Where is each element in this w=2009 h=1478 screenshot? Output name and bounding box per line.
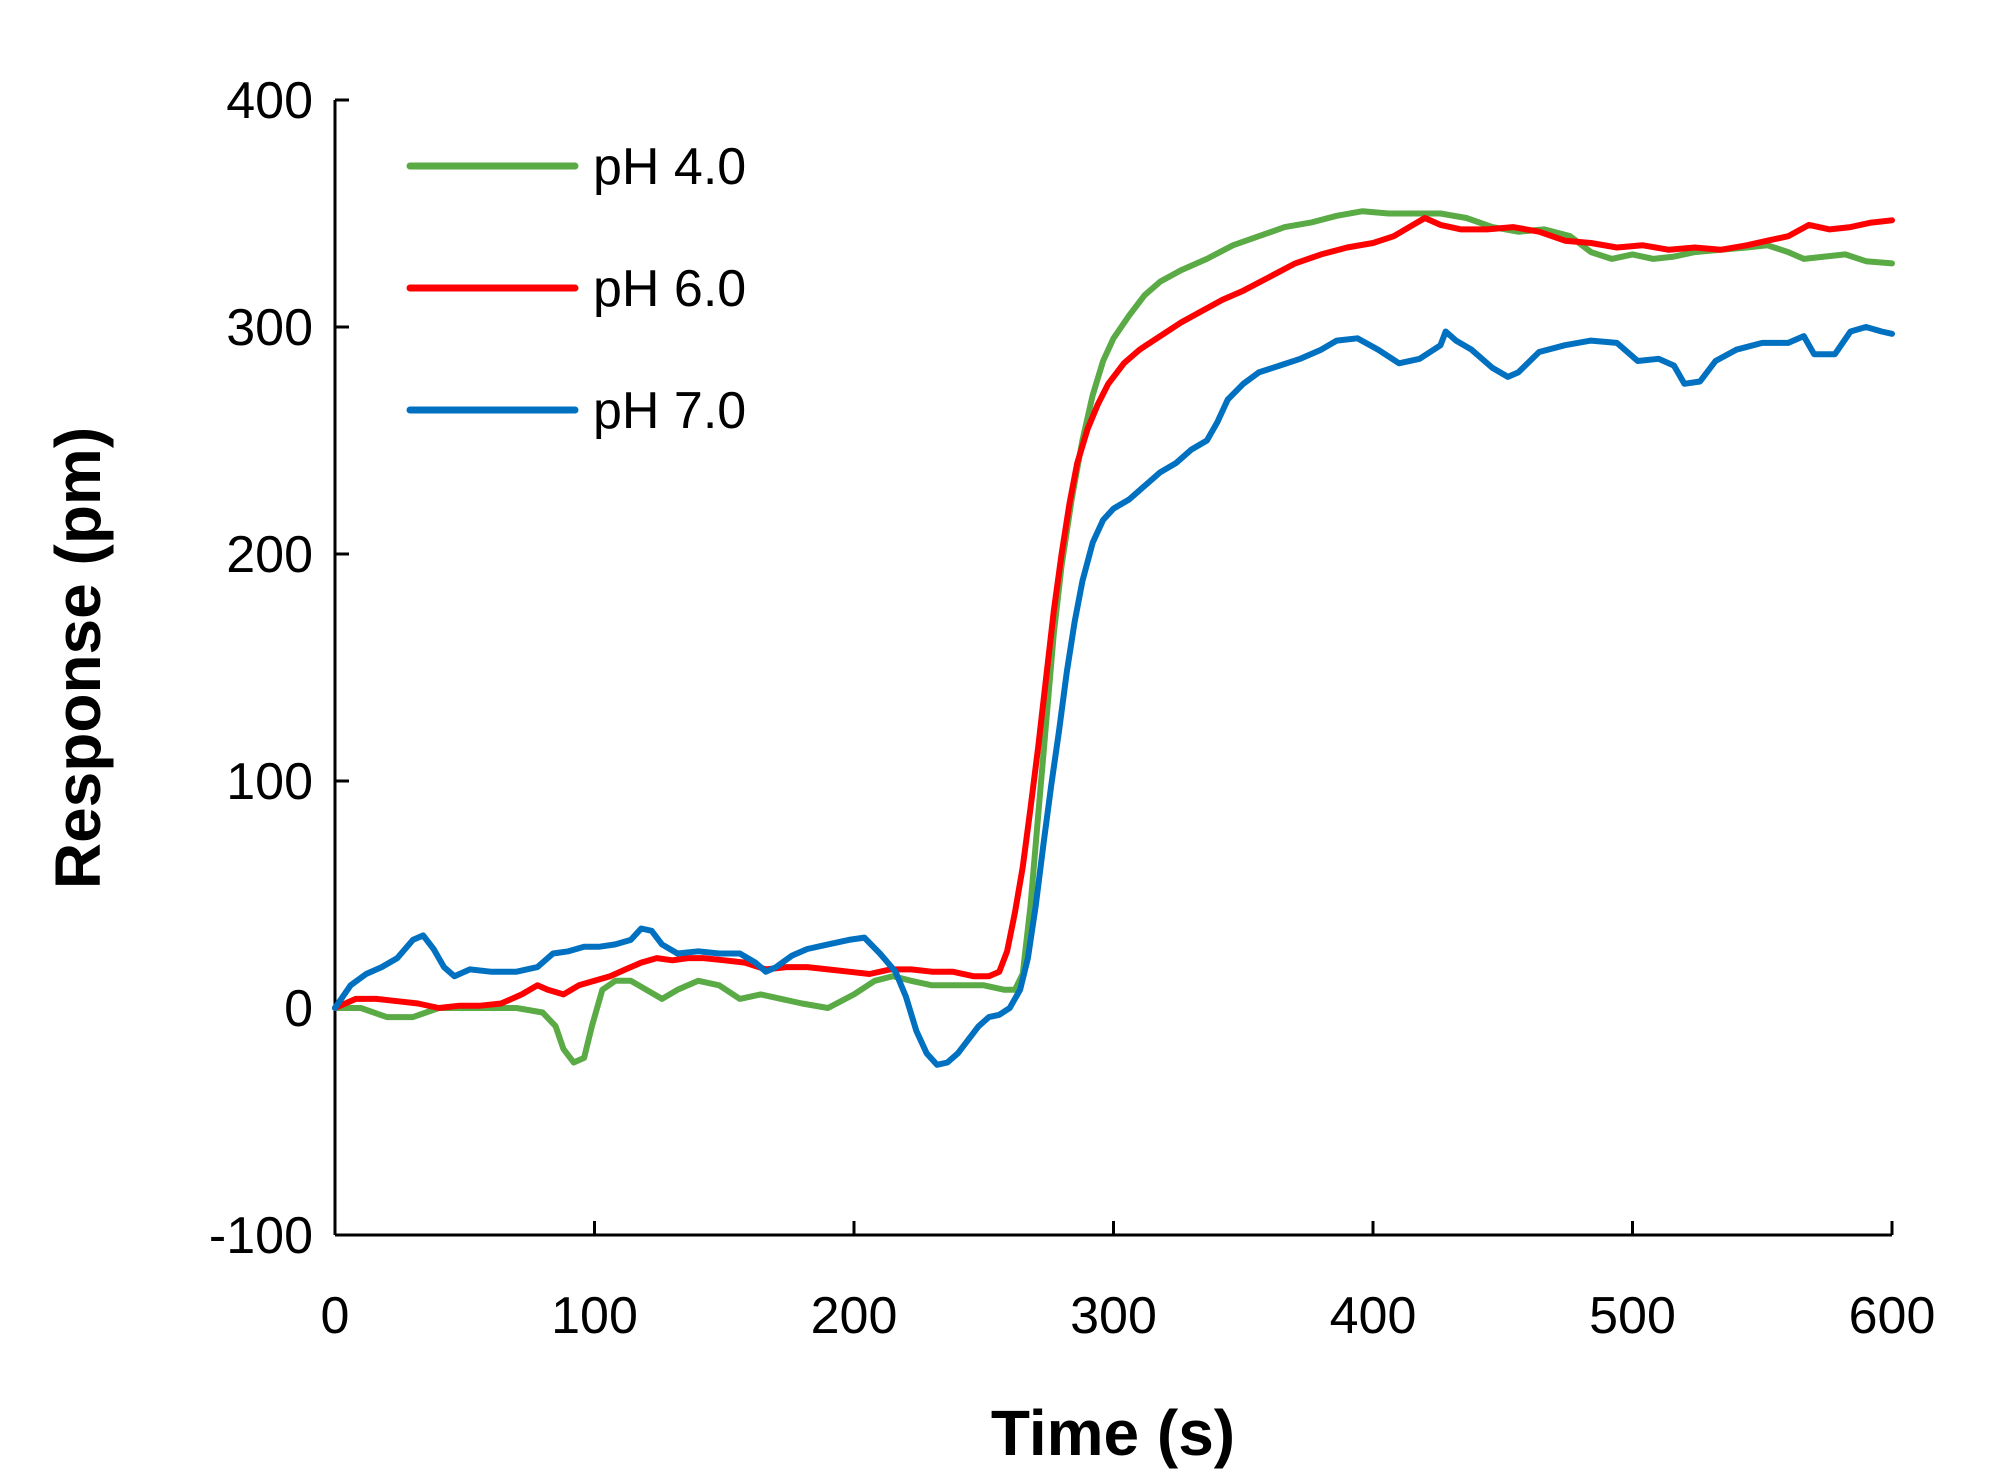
x-tick-label: 600: [1849, 1287, 1936, 1345]
y-axis-title: Response (pm): [42, 427, 114, 889]
y-tick-label: -100: [209, 1207, 313, 1265]
chart-axes: [333, 100, 1892, 1237]
series-line-2: [332, 215, 1895, 1011]
y-tick-label: 300: [226, 299, 313, 357]
y-tick-label: 400: [226, 72, 313, 130]
y-tick-label: 200: [226, 526, 313, 584]
series-line-3: [332, 324, 1895, 1068]
x-tick-label: 500: [1589, 1287, 1676, 1345]
x-ticks: 0 100 200 300 400 500 600: [321, 1221, 1936, 1345]
series-lines: [332, 208, 1895, 1068]
series-line-1: [332, 208, 1895, 1066]
x-tick-label: 400: [1330, 1287, 1417, 1345]
legend-label: pH 4.0: [593, 138, 746, 196]
x-tick-label: 300: [1070, 1287, 1157, 1345]
y-ticks: 400 300 200 100 0 -100: [209, 72, 349, 1265]
x-tick-label: 200: [811, 1287, 898, 1345]
x-tick-label: 0: [321, 1287, 350, 1345]
x-tick-label: 100: [551, 1287, 638, 1345]
y-tick-label: 100: [226, 753, 313, 811]
x-axis-title: Time (s): [991, 1397, 1235, 1469]
legend: pH 4.0 pH 6.0 pH 7.0: [406, 138, 746, 440]
y-tick-label: 0: [284, 980, 313, 1038]
legend-label: pH 7.0: [593, 382, 746, 440]
legend-label: pH 6.0: [593, 260, 746, 318]
